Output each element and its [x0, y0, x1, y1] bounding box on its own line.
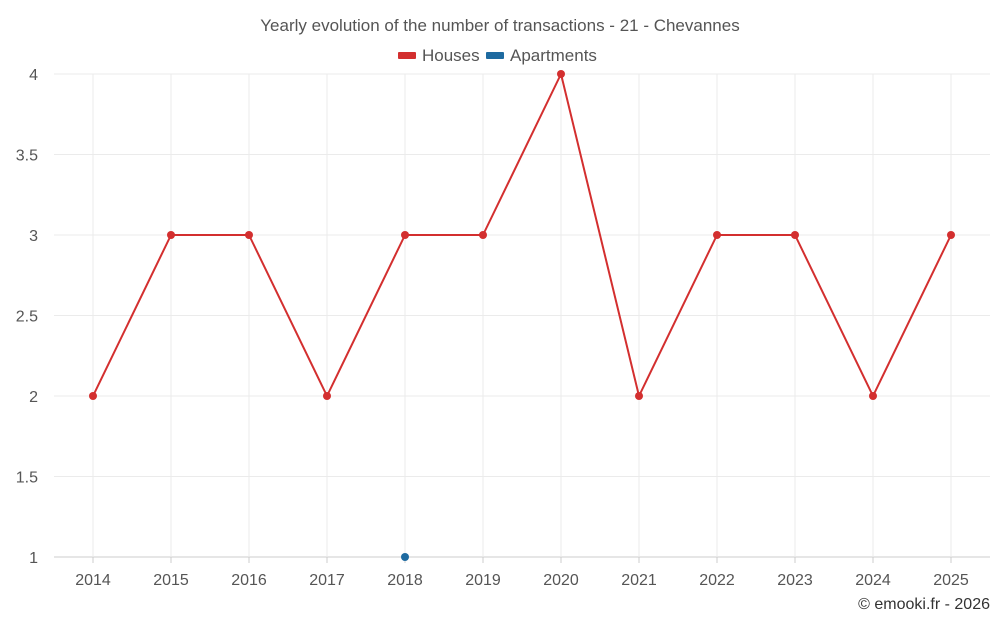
data-point-houses-2023: [791, 231, 799, 239]
credit-text: © emooki.fr - 2026: [858, 596, 990, 613]
data-point-houses-2017: [323, 392, 331, 400]
legend-label-apartments: Apartments: [510, 46, 597, 65]
data-point-houses-2018: [401, 231, 409, 239]
x-tick-label: 2022: [699, 572, 735, 589]
y-tick-label: 4: [29, 67, 38, 84]
series-line-houses: [92, 73, 952, 397]
y-tick-label: 3.5: [16, 148, 38, 165]
data-point-houses-2021: [635, 392, 643, 400]
x-tick-label: 2017: [309, 572, 345, 589]
legend-swatch-houses: [398, 52, 416, 59]
data-point-houses-2014: [89, 392, 97, 400]
data-point-houses-2020: [557, 70, 565, 78]
x-tick-label: 2015: [153, 572, 189, 589]
data-point-houses-2025: [947, 231, 955, 239]
x-tick-label: 2014: [75, 572, 111, 589]
y-tick-label: 2.5: [16, 309, 38, 326]
legend: Houses Apartments: [398, 46, 597, 65]
x-tick-label: 2024: [855, 572, 891, 589]
x-tick-label: 2021: [621, 572, 657, 589]
x-tick-label: 2016: [231, 572, 267, 589]
data-point-apartments-2018: [401, 553, 409, 561]
data-point-houses-2015: [167, 231, 175, 239]
legend-swatch-apartments: [486, 52, 504, 59]
data-point-houses-2024: [869, 392, 877, 400]
series-layer: [89, 70, 955, 561]
legend-label-houses: Houses: [422, 46, 480, 65]
data-point-houses-2019: [479, 231, 487, 239]
data-point-houses-2022: [713, 231, 721, 239]
y-axis: 1 1.5 2 2.5 3 3.5 4: [16, 67, 38, 567]
data-point-houses-2016: [245, 231, 253, 239]
chart-title: Yearly evolution of the number of transa…: [260, 16, 739, 35]
x-tick-label: 2019: [465, 572, 501, 589]
x-tick-label: 2020: [543, 572, 579, 589]
y-tick-label: 1.5: [16, 470, 38, 487]
x-tick-label: 2018: [387, 572, 423, 589]
x-tick-label: 2023: [777, 572, 813, 589]
y-tick-label: 1: [29, 550, 38, 567]
y-tick-label: 2: [29, 389, 38, 406]
x-axis: 2014 2015 2016 2017 2018 2019 2020 2021 2022 2023…: [75, 557, 969, 589]
y-tick-label: 3: [29, 228, 38, 245]
x-tick-label: 2025: [933, 572, 969, 589]
gridlines: [54, 73, 990, 558]
